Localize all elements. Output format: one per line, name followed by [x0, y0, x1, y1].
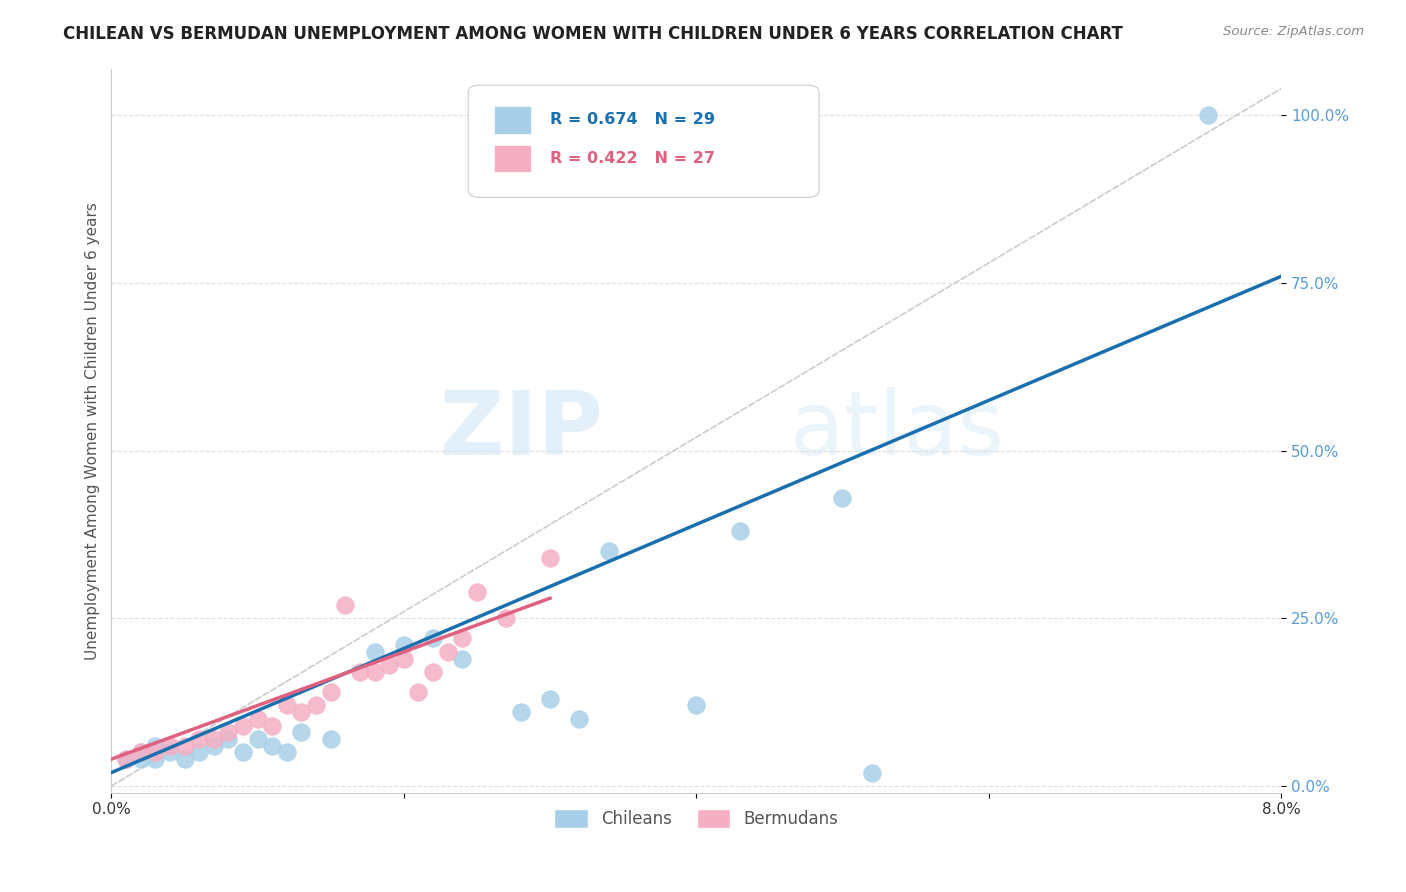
Point	[262, 739, 284, 753]
Text: R = 0.422   N = 27: R = 0.422 N = 27	[550, 151, 716, 166]
Point	[509, 705, 531, 719]
Point	[436, 645, 458, 659]
Point	[335, 598, 357, 612]
Text: Source: ZipAtlas.com: Source: ZipAtlas.com	[1223, 25, 1364, 38]
Point	[305, 698, 328, 713]
Point	[538, 691, 561, 706]
Point	[290, 705, 312, 719]
Point	[129, 746, 152, 760]
Point	[422, 632, 444, 646]
Point	[319, 731, 342, 746]
Text: ZIP: ZIP	[440, 387, 603, 474]
Point	[188, 746, 211, 760]
Point	[451, 632, 474, 646]
Point	[159, 739, 181, 753]
Point	[568, 712, 591, 726]
Point	[232, 746, 254, 760]
Point	[1197, 108, 1219, 122]
Point	[188, 731, 211, 746]
Point	[129, 752, 152, 766]
Text: CHILEAN VS BERMUDAN UNEMPLOYMENT AMONG WOMEN WITH CHILDREN UNDER 6 YEARS CORRELA: CHILEAN VS BERMUDAN UNEMPLOYMENT AMONG W…	[63, 25, 1123, 43]
Point	[392, 638, 415, 652]
Point	[728, 524, 751, 538]
Point	[246, 731, 269, 746]
Point	[465, 584, 488, 599]
Point	[143, 739, 166, 753]
Point	[173, 752, 195, 766]
Point	[831, 491, 853, 505]
Point	[685, 698, 707, 713]
Point	[262, 718, 284, 732]
Point	[378, 658, 401, 673]
Point	[246, 712, 269, 726]
Point	[143, 752, 166, 766]
Text: atlas: atlas	[790, 387, 1005, 474]
Point	[363, 665, 385, 679]
Point	[451, 651, 474, 665]
Point	[860, 765, 883, 780]
Point	[115, 752, 138, 766]
Point	[217, 731, 239, 746]
Point	[202, 731, 225, 746]
Point	[115, 752, 138, 766]
Point	[276, 698, 298, 713]
Point	[538, 551, 561, 566]
Point	[159, 746, 181, 760]
Point	[276, 746, 298, 760]
Point	[173, 739, 195, 753]
Point	[422, 665, 444, 679]
Legend: Chileans, Bermudans: Chileans, Bermudans	[547, 803, 845, 835]
Point	[202, 739, 225, 753]
Y-axis label: Unemployment Among Women with Children Under 6 years: Unemployment Among Women with Children U…	[86, 202, 100, 659]
Point	[598, 544, 620, 558]
Point	[392, 651, 415, 665]
Point	[319, 685, 342, 699]
Point	[408, 685, 430, 699]
Point	[349, 665, 371, 679]
FancyBboxPatch shape	[494, 106, 531, 134]
Point	[217, 725, 239, 739]
Point	[143, 746, 166, 760]
FancyBboxPatch shape	[494, 145, 531, 172]
FancyBboxPatch shape	[468, 85, 820, 197]
Text: R = 0.674   N = 29: R = 0.674 N = 29	[550, 112, 716, 128]
Point	[290, 725, 312, 739]
Point	[495, 611, 517, 625]
Point	[232, 718, 254, 732]
Point	[363, 645, 385, 659]
Point	[129, 746, 152, 760]
